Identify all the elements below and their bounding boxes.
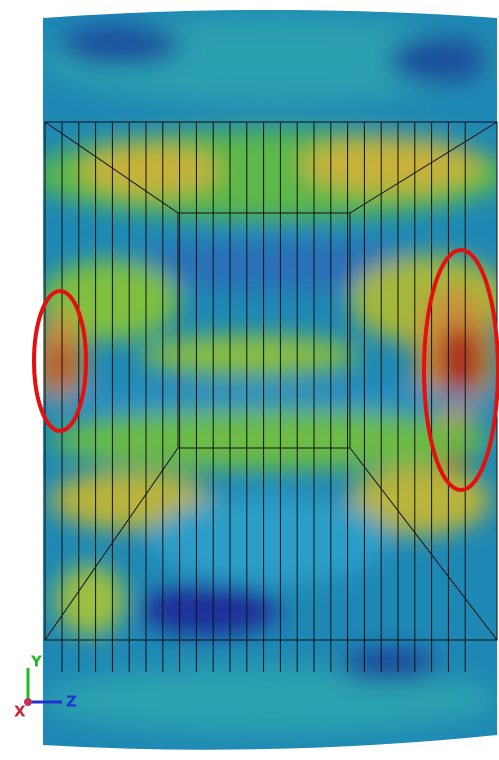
axis-label: Z	[66, 693, 77, 711]
page: Y Z X (() => { const data = JSON.parse(d…	[0, 0, 499, 760]
contour-view: Y Z X	[0, 0, 499, 760]
axis-label: X	[14, 703, 26, 721]
contour-field	[30, 0, 499, 760]
axis-label: Y	[30, 653, 43, 671]
